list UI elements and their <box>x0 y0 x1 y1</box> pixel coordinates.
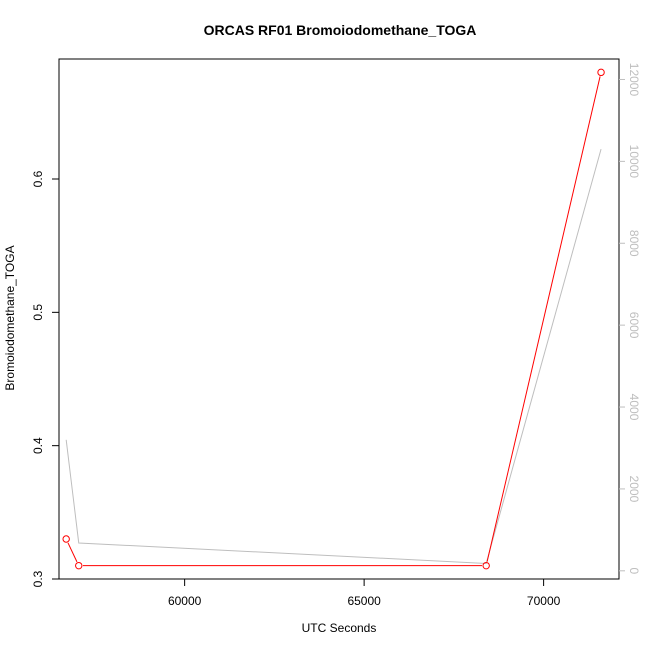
x-tick-label: 65000 <box>347 594 381 608</box>
y2-tick-label: 4000 <box>627 394 641 421</box>
x-axis-label: UTC Seconds <box>302 621 377 635</box>
y-tick-label: 0.3 <box>31 570 45 587</box>
y2-tick-label: 8000 <box>627 230 641 257</box>
y-axis-right: 0 2000 4000 6000 8000 10000 12000 <box>619 63 641 574</box>
data-point <box>482 561 490 570</box>
y2-tick-label: 12000 <box>627 63 641 97</box>
y2-tick-label: 0 <box>627 567 641 574</box>
x-tick-label: 60000 <box>168 594 202 608</box>
y2-tick-label: 6000 <box>627 312 641 339</box>
series-line-segment <box>486 76 601 562</box>
y2-tick-label: 2000 <box>627 476 641 503</box>
plot-frame <box>58 58 620 580</box>
series-layer <box>62 68 605 570</box>
y-axis-label: Bromoiodomethane_TOGA <box>3 245 17 390</box>
data-point <box>75 561 83 570</box>
x-axis: 60000 65000 70000 <box>168 579 561 608</box>
data-point <box>597 68 605 77</box>
series-line-right-axis <box>65 148 602 564</box>
y-axis-left: 0.3 0.4 0.5 0.6 <box>31 170 59 587</box>
y-tick-label: 0.4 <box>31 437 45 454</box>
x-tick-label: 70000 <box>527 594 561 608</box>
chart-title: ORCAS RF01 Bromoiodomethane_TOGA <box>204 22 477 38</box>
y2-tick-label: 10000 <box>627 145 641 179</box>
y-tick-label: 0.6 <box>31 170 45 187</box>
series-line-segment <box>67 542 78 563</box>
y-tick-label: 0.5 <box>31 304 45 321</box>
data-point <box>62 535 70 543</box>
